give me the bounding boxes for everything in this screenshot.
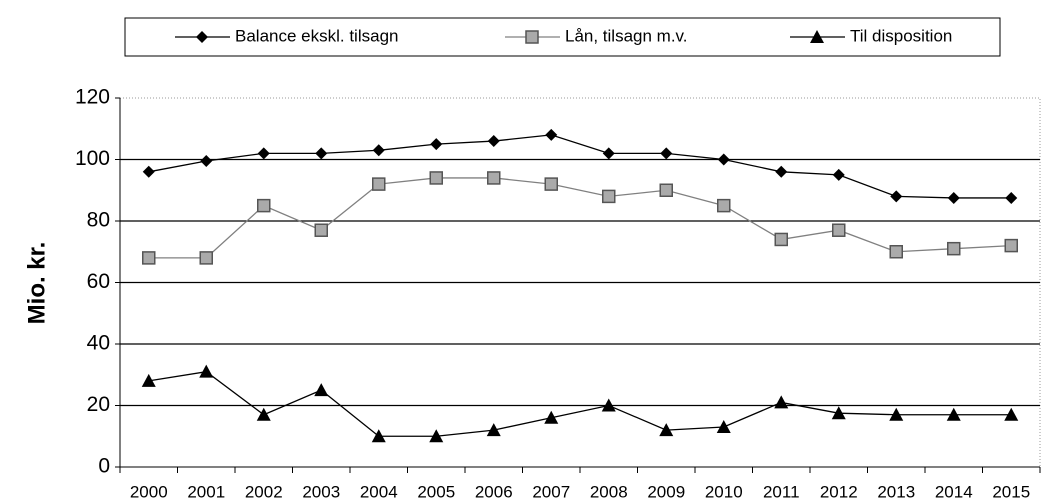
- x-tick-label: 2010: [705, 482, 743, 501]
- marker: [602, 189, 616, 204]
- marker: [430, 138, 443, 151]
- marker: [810, 30, 824, 43]
- marker: [372, 144, 385, 157]
- marker: [716, 420, 731, 434]
- marker: [890, 190, 903, 203]
- legend-label: Lån, tilsagn m.v.: [565, 26, 688, 45]
- x-tick-label: 2000: [130, 482, 168, 501]
- series-line: [148, 177, 1012, 259]
- legend-label: Til disposition: [850, 26, 952, 45]
- marker: [545, 128, 558, 141]
- marker: [717, 153, 730, 166]
- marker: [601, 398, 616, 412]
- marker: [142, 251, 156, 265]
- marker: [1004, 407, 1019, 421]
- marker: [544, 177, 558, 191]
- x-tick-label: 2008: [590, 482, 628, 501]
- y-tick-label: 40: [87, 332, 110, 355]
- marker: [774, 395, 789, 409]
- marker: [832, 223, 846, 237]
- marker: [487, 171, 501, 185]
- marker: [660, 147, 673, 160]
- x-tick-label: 2003: [302, 482, 340, 501]
- marker: [889, 407, 904, 421]
- marker: [200, 155, 213, 168]
- x-tick-label: 2002: [245, 482, 283, 501]
- marker: [659, 423, 674, 437]
- marker: [429, 171, 443, 185]
- x-tick-label: 2009: [647, 482, 685, 501]
- marker: [257, 147, 270, 160]
- marker: [314, 383, 329, 397]
- marker: [196, 31, 208, 43]
- y-tick-label: 60: [87, 270, 110, 293]
- marker: [141, 373, 156, 387]
- marker: [142, 165, 155, 178]
- x-tick-label: 2004: [360, 482, 398, 501]
- x-tick-label: 2007: [532, 482, 570, 501]
- marker: [544, 410, 559, 424]
- marker: [487, 135, 500, 148]
- marker: [199, 251, 213, 265]
- y-tick-label: 120: [75, 86, 110, 109]
- x-tick-label: 2014: [935, 482, 973, 501]
- marker: [486, 423, 501, 437]
- marker: [429, 429, 444, 443]
- marker: [832, 168, 845, 181]
- y-tick-label: 0: [98, 455, 110, 478]
- marker: [1004, 238, 1018, 253]
- y-tick-label: 80: [87, 209, 110, 232]
- x-tick-label: 2001: [187, 482, 225, 501]
- marker: [831, 406, 846, 420]
- marker: [1005, 191, 1018, 204]
- marker: [775, 165, 788, 178]
- marker: [372, 177, 386, 191]
- series-line: [148, 370, 1012, 437]
- x-tick-label: 2006: [475, 482, 513, 501]
- x-tick-label: 2011: [763, 482, 800, 501]
- x-tick-label: 2012: [820, 482, 858, 501]
- x-tick-label: 2015: [992, 482, 1030, 501]
- legend-box: [124, 17, 1001, 57]
- marker: [257, 198, 271, 213]
- marker: [717, 198, 731, 213]
- marker: [256, 407, 271, 421]
- y-tick-label: 20: [87, 393, 110, 416]
- x-tick-label: 2005: [417, 482, 455, 501]
- y-axis-label: Mio. kr.: [23, 242, 50, 325]
- marker: [314, 223, 328, 237]
- marker: [947, 241, 961, 256]
- marker: [602, 147, 615, 160]
- marker: [774, 232, 788, 247]
- marker: [659, 183, 673, 197]
- marker: [947, 191, 960, 204]
- marker: [946, 407, 961, 421]
- series-line: [148, 134, 1012, 199]
- marker: [315, 147, 328, 160]
- x-tick-label: 2013: [877, 482, 915, 501]
- legend-label: Balance ekskl. tilsagn: [235, 26, 398, 45]
- marker: [371, 429, 386, 443]
- marker: [199, 364, 214, 378]
- marker: [525, 30, 539, 44]
- y-tick-label: 100: [75, 147, 110, 170]
- marker: [889, 245, 903, 259]
